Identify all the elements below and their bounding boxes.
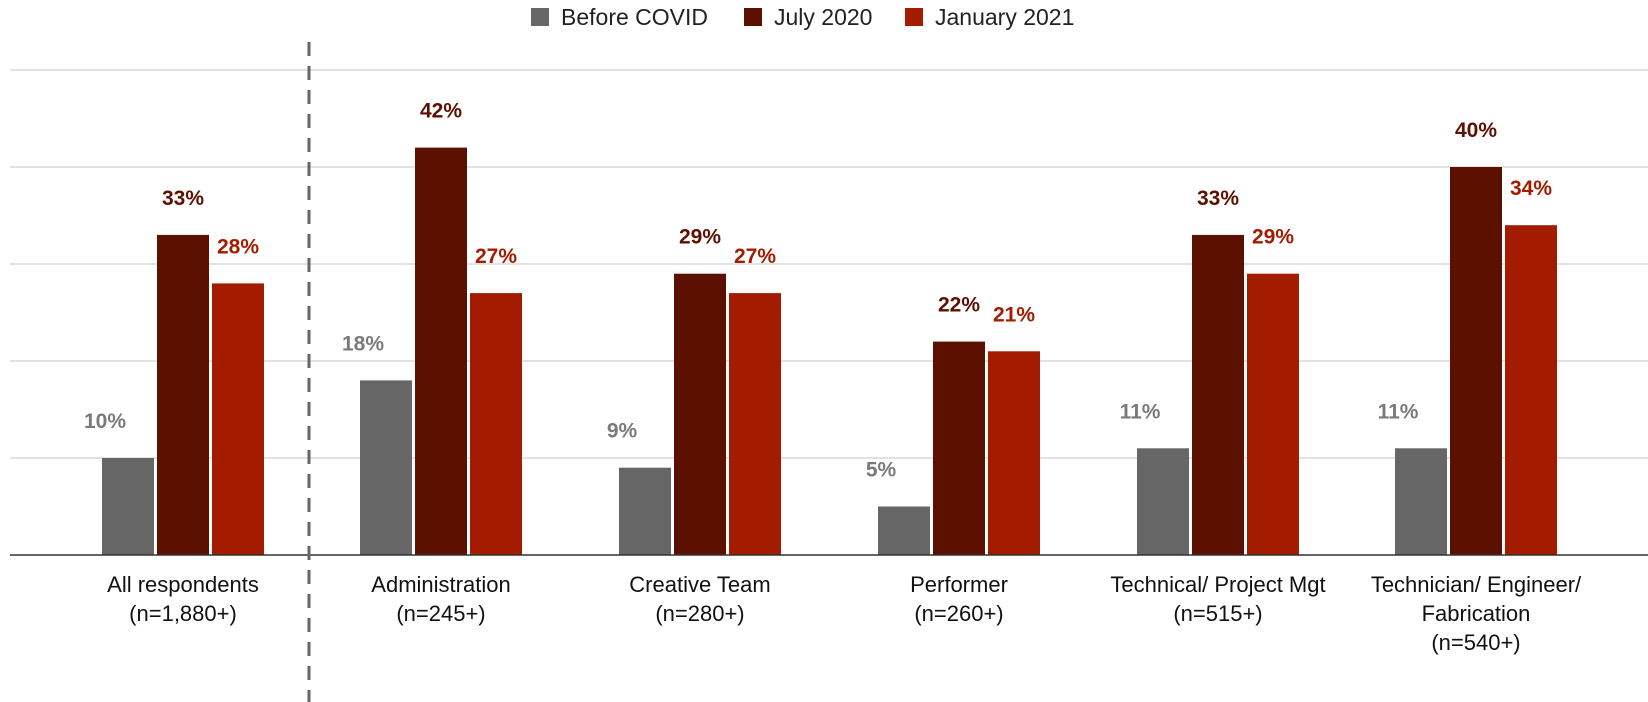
data-label: 40% (1455, 119, 1497, 142)
category-label: All respondents (n=1,880+) (107, 572, 259, 626)
data-label: 21% (993, 303, 1035, 326)
bars (102, 147, 1557, 555)
category-label: Performer (n=260+) (910, 572, 1008, 626)
data-label: 33% (162, 187, 204, 210)
legend-label: Before COVID (561, 4, 708, 30)
legend: Before COVID July 2020 January 2021 (531, 4, 1074, 30)
category-label: Administration (n=245+) (371, 572, 510, 626)
bar (674, 273, 726, 555)
category-label: Creative Team (n=280+) (629, 572, 770, 626)
data-label: 10% (84, 410, 126, 433)
bar (988, 351, 1040, 555)
category-label: Technician/ Engineer/Fabrication (n=540+) (1371, 572, 1582, 655)
data-label: 34% (1510, 177, 1552, 200)
data-label: 9% (607, 420, 638, 443)
data-label: 27% (734, 245, 776, 268)
bar (1137, 448, 1189, 555)
bar (360, 380, 412, 555)
legend-label: July 2020 (774, 4, 872, 30)
data-label: 11% (1120, 400, 1161, 423)
legend-swatch (744, 8, 762, 26)
legend-swatch (905, 8, 923, 26)
legend-label: January 2021 (935, 4, 1074, 30)
bar (470, 293, 522, 555)
bar (729, 293, 781, 555)
bar (1450, 167, 1502, 555)
data-label: 18% (342, 332, 384, 355)
bar (1395, 448, 1447, 555)
bar (933, 341, 985, 555)
gridlines (10, 69, 1648, 459)
bar (102, 458, 154, 555)
bar (619, 467, 671, 555)
category-labels: All respondents (n=1,880+) Administration(… (107, 572, 1582, 655)
data-label: 28% (217, 235, 259, 258)
data-label: 5% (866, 459, 897, 482)
bar (1247, 273, 1299, 555)
data-label: 27% (475, 245, 517, 268)
data-label: 11% (1378, 400, 1419, 423)
data-label: 42% (420, 100, 462, 123)
value-labels: 10% 33% 28% 18% 42% 27% 9% 29% 27% 5% 22% 21% 11% 33%… (84, 100, 1552, 482)
legend-swatch (531, 8, 549, 26)
bar (157, 234, 209, 555)
bar (1192, 234, 1244, 555)
data-label: 33% (1197, 187, 1239, 210)
bar (415, 147, 467, 555)
data-label: 29% (1252, 226, 1294, 249)
data-label: 22% (938, 294, 980, 317)
bar (212, 283, 264, 555)
bar (878, 506, 930, 555)
data-label: 29% (679, 226, 721, 249)
category-label: Technical/ Project Mgt (n=515+) (1110, 572, 1325, 626)
bar (1505, 225, 1557, 555)
